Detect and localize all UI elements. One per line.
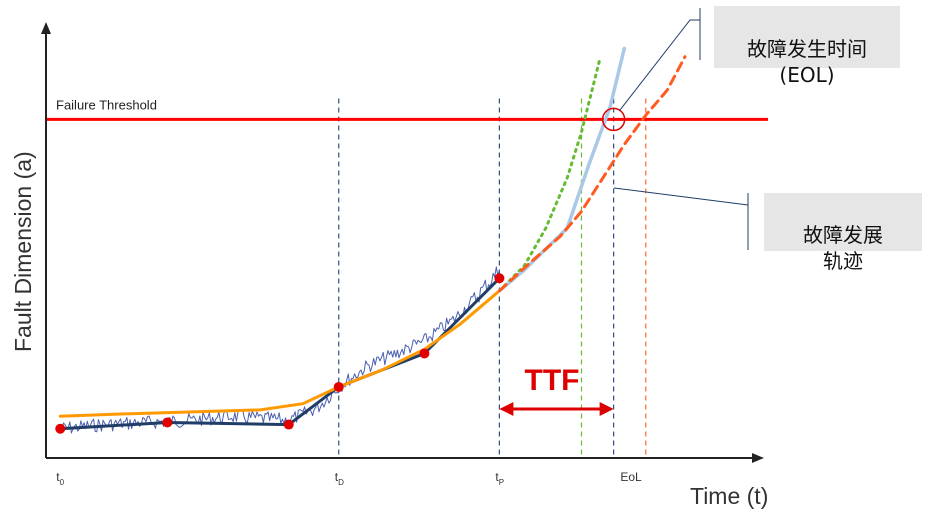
reference-lines-group <box>338 98 647 458</box>
series-dashed-prediction <box>497 55 687 293</box>
ttf-group: TTF <box>499 364 614 416</box>
fit-point-0 <box>55 423 66 434</box>
fit-point-3 <box>333 381 344 392</box>
trajectory-callout-text: 故障发展 轨迹 <box>803 223 883 273</box>
eol-callout-text: 故障发生时间 (EOL) <box>747 37 867 87</box>
x-axis-label: Time (t) <box>690 483 768 509</box>
series-group <box>58 46 687 434</box>
series-smooth-fit <box>58 289 501 418</box>
x-axis-arrow <box>752 453 764 463</box>
eol-marker-circle <box>601 107 626 132</box>
x-tick-label-3: EoL <box>620 470 642 484</box>
failure-threshold-label: Failure Threshold <box>56 97 157 112</box>
fit-point-1 <box>162 417 173 428</box>
failure-threshold-group: Failure Threshold <box>46 97 768 121</box>
eol-callout-box: 故障发生时间 (EOL) <box>714 6 900 87</box>
x-tick-label-2: tP <box>495 470 504 487</box>
y-axis-arrow <box>41 22 51 34</box>
fit-points-group <box>55 107 626 434</box>
x-tick-label-1: tD <box>335 470 344 487</box>
ttf-label: TTF <box>525 364 580 397</box>
axes-group: Fault Dimension (a) Time (t) <box>10 22 768 509</box>
eol-callout-connector <box>619 19 700 111</box>
ttf-arrowhead-right <box>599 402 614 416</box>
fit-point-2 <box>283 419 294 430</box>
trajectory-callout-connector <box>613 187 749 206</box>
y-axis-label: Fault Dimension (a) <box>10 151 36 352</box>
x-tick-label-0: t0 <box>56 470 64 487</box>
series-measured-noise <box>59 266 500 434</box>
series-actual-trajectory <box>497 46 627 293</box>
ttf-arrowhead-left <box>499 402 514 416</box>
trajectory-callout-box: 故障发展 轨迹 <box>764 193 922 273</box>
x-tick-labels-group: t0 tD tP EoL <box>56 470 642 487</box>
fit-point-5 <box>494 273 505 284</box>
callout-connectors-group <box>613 8 749 250</box>
fit-point-4 <box>419 348 430 359</box>
